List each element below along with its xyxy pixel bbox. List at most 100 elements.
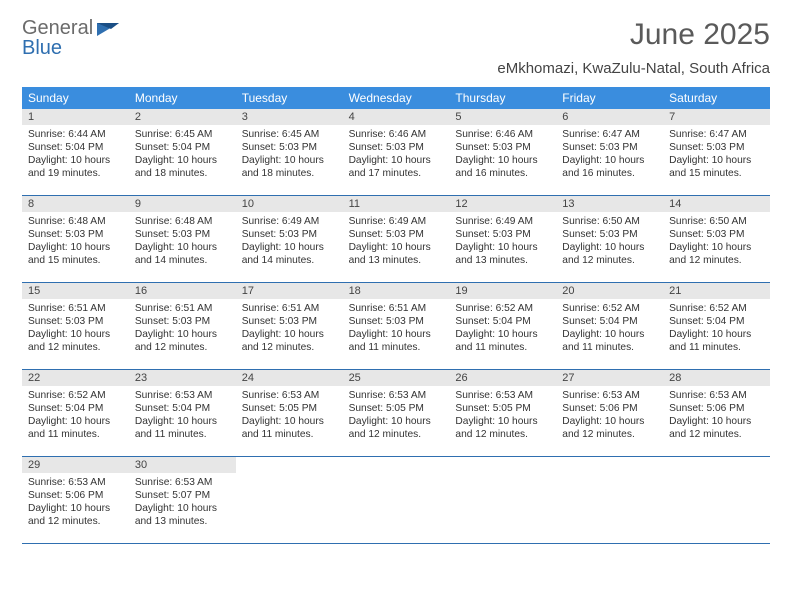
day-daylight2: and 12 minutes. (28, 515, 123, 528)
day-sunrise: Sunrise: 6:45 AM (135, 128, 230, 141)
day-body: Sunrise: 6:45 AMSunset: 5:03 PMDaylight:… (236, 125, 343, 185)
day-body: Sunrise: 6:44 AMSunset: 5:04 PMDaylight:… (22, 125, 129, 185)
day-body: Sunrise: 6:52 AMSunset: 5:04 PMDaylight:… (556, 299, 663, 359)
day-daylight1: Daylight: 10 hours (669, 328, 764, 341)
day-daylight1: Daylight: 10 hours (242, 241, 337, 254)
day-daylight1: Daylight: 10 hours (242, 328, 337, 341)
day-daylight1: Daylight: 10 hours (349, 415, 444, 428)
day-sunset: Sunset: 5:03 PM (349, 228, 444, 241)
day-number: 6 (556, 109, 663, 125)
day-sunrise: Sunrise: 6:53 AM (135, 389, 230, 402)
day-cell: 25Sunrise: 6:53 AMSunset: 5:05 PMDayligh… (343, 370, 450, 456)
calendar-grid: Sunday Monday Tuesday Wednesday Thursday… (22, 87, 770, 544)
day-sunset: Sunset: 5:03 PM (669, 228, 764, 241)
day-daylight2: and 12 minutes. (135, 341, 230, 354)
day-number: 7 (663, 109, 770, 125)
day-daylight1: Daylight: 10 hours (135, 154, 230, 167)
title-block: June 2025 eMkhomazi, KwaZulu-Natal, Sout… (497, 18, 770, 77)
day-cell: 22Sunrise: 6:52 AMSunset: 5:04 PMDayligh… (22, 370, 129, 456)
day-sunrise: Sunrise: 6:47 AM (669, 128, 764, 141)
flag-icon (97, 20, 123, 45)
day-sunset: Sunset: 5:07 PM (135, 489, 230, 502)
day-daylight2: and 15 minutes. (28, 254, 123, 267)
day-cell: 9Sunrise: 6:48 AMSunset: 5:03 PMDaylight… (129, 196, 236, 282)
day-daylight2: and 19 minutes. (28, 167, 123, 180)
weekday-header-row: Sunday Monday Tuesday Wednesday Thursday… (22, 87, 770, 109)
day-daylight1: Daylight: 10 hours (28, 328, 123, 341)
day-cell: 18Sunrise: 6:51 AMSunset: 5:03 PMDayligh… (343, 283, 450, 369)
day-sunset: Sunset: 5:04 PM (669, 315, 764, 328)
day-sunset: Sunset: 5:03 PM (455, 228, 550, 241)
day-daylight1: Daylight: 10 hours (669, 241, 764, 254)
day-number: 30 (129, 457, 236, 473)
day-number: 3 (236, 109, 343, 125)
header: General Blue June 2025 eMkhomazi, KwaZul… (22, 18, 770, 77)
day-sunset: Sunset: 5:04 PM (28, 402, 123, 415)
day-sunrise: Sunrise: 6:48 AM (28, 215, 123, 228)
day-sunset: Sunset: 5:03 PM (28, 228, 123, 241)
day-body: Sunrise: 6:49 AMSunset: 5:03 PMDaylight:… (449, 212, 556, 272)
day-sunrise: Sunrise: 6:51 AM (242, 302, 337, 315)
day-number: 20 (556, 283, 663, 299)
day-daylight2: and 12 minutes. (562, 428, 657, 441)
day-sunset: Sunset: 5:03 PM (455, 141, 550, 154)
day-sunset: Sunset: 5:03 PM (562, 141, 657, 154)
day-body: Sunrise: 6:46 AMSunset: 5:03 PMDaylight:… (449, 125, 556, 185)
day-sunrise: Sunrise: 6:50 AM (669, 215, 764, 228)
day-body: Sunrise: 6:51 AMSunset: 5:03 PMDaylight:… (129, 299, 236, 359)
day-daylight2: and 18 minutes. (242, 167, 337, 180)
day-number: 13 (556, 196, 663, 212)
day-daylight2: and 16 minutes. (562, 167, 657, 180)
day-sunset: Sunset: 5:03 PM (349, 141, 444, 154)
day-daylight2: and 16 minutes. (455, 167, 550, 180)
weekday-header: Tuesday (236, 87, 343, 109)
day-body: Sunrise: 6:53 AMSunset: 5:06 PMDaylight:… (22, 473, 129, 533)
day-daylight2: and 12 minutes. (562, 254, 657, 267)
day-daylight1: Daylight: 10 hours (562, 241, 657, 254)
week-row: 22Sunrise: 6:52 AMSunset: 5:04 PMDayligh… (22, 370, 770, 457)
day-daylight1: Daylight: 10 hours (28, 415, 123, 428)
day-sunset: Sunset: 5:04 PM (28, 141, 123, 154)
day-daylight2: and 11 minutes. (455, 341, 550, 354)
day-body: Sunrise: 6:49 AMSunset: 5:03 PMDaylight:… (236, 212, 343, 272)
brand-text: General Blue (22, 18, 93, 58)
day-daylight2: and 11 minutes. (135, 428, 230, 441)
day-cell: 14Sunrise: 6:50 AMSunset: 5:03 PMDayligh… (663, 196, 770, 282)
day-number: 8 (22, 196, 129, 212)
day-sunrise: Sunrise: 6:53 AM (455, 389, 550, 402)
day-cell: 19Sunrise: 6:52 AMSunset: 5:04 PMDayligh… (449, 283, 556, 369)
day-daylight1: Daylight: 10 hours (669, 154, 764, 167)
day-cell: 11Sunrise: 6:49 AMSunset: 5:03 PMDayligh… (343, 196, 450, 282)
day-sunset: Sunset: 5:05 PM (455, 402, 550, 415)
day-number: 12 (449, 196, 556, 212)
day-daylight2: and 18 minutes. (135, 167, 230, 180)
day-body: Sunrise: 6:52 AMSunset: 5:04 PMDaylight:… (449, 299, 556, 359)
day-daylight2: and 14 minutes. (135, 254, 230, 267)
day-cell: 5Sunrise: 6:46 AMSunset: 5:03 PMDaylight… (449, 109, 556, 195)
day-cell: 12Sunrise: 6:49 AMSunset: 5:03 PMDayligh… (449, 196, 556, 282)
day-number: 28 (663, 370, 770, 386)
day-body: Sunrise: 6:51 AMSunset: 5:03 PMDaylight:… (22, 299, 129, 359)
day-sunrise: Sunrise: 6:52 AM (455, 302, 550, 315)
day-daylight2: and 11 minutes. (562, 341, 657, 354)
day-number: 21 (663, 283, 770, 299)
day-body: Sunrise: 6:46 AMSunset: 5:03 PMDaylight:… (343, 125, 450, 185)
day-daylight1: Daylight: 10 hours (135, 415, 230, 428)
day-sunrise: Sunrise: 6:52 AM (669, 302, 764, 315)
day-cell: 17Sunrise: 6:51 AMSunset: 5:03 PMDayligh… (236, 283, 343, 369)
calendar-page: General Blue June 2025 eMkhomazi, KwaZul… (0, 0, 792, 554)
day-sunrise: Sunrise: 6:53 AM (28, 476, 123, 489)
location-text: eMkhomazi, KwaZulu-Natal, South Africa (497, 60, 770, 77)
day-number: 10 (236, 196, 343, 212)
day-number: 2 (129, 109, 236, 125)
day-body: Sunrise: 6:45 AMSunset: 5:04 PMDaylight:… (129, 125, 236, 185)
day-cell (343, 457, 450, 543)
day-daylight2: and 12 minutes. (669, 428, 764, 441)
day-sunset: Sunset: 5:03 PM (242, 315, 337, 328)
day-daylight1: Daylight: 10 hours (562, 328, 657, 341)
day-body: Sunrise: 6:51 AMSunset: 5:03 PMDaylight:… (236, 299, 343, 359)
day-sunrise: Sunrise: 6:53 AM (562, 389, 657, 402)
day-cell: 20Sunrise: 6:52 AMSunset: 5:04 PMDayligh… (556, 283, 663, 369)
weekday-header: Saturday (663, 87, 770, 109)
day-sunset: Sunset: 5:03 PM (135, 315, 230, 328)
